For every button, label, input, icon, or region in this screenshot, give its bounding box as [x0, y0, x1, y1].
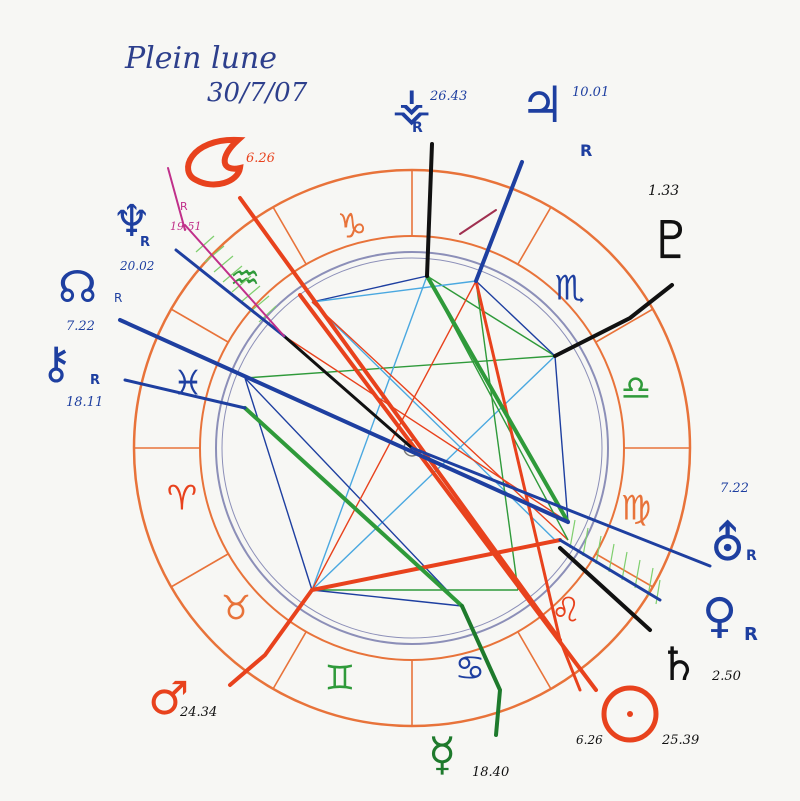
planet-mercury[interactable]: ☿ 18.40	[428, 727, 509, 781]
venus-retro: R	[744, 624, 758, 645]
planet-venus[interactable]: ♀ R 2.50	[702, 588, 758, 684]
venus-icon: ♀	[702, 588, 737, 644]
green-hatch-lower	[569, 519, 661, 605]
node-retro: R	[114, 291, 122, 305]
chiron-degree: 18.11	[66, 395, 103, 410]
planet-chiron[interactable]: ⚷ R 18.11	[40, 338, 103, 410]
sign-cancer: ♋	[455, 649, 485, 689]
venus-degree: 2.50	[711, 669, 741, 684]
vesta-retro: R	[412, 120, 423, 136]
sign-dividers	[134, 170, 690, 726]
uranus-left-degree: 7.22	[66, 319, 95, 334]
neptune-degree: 20.02	[119, 259, 154, 273]
pluto-icon: ♇	[648, 211, 695, 271]
jupiter-icon: ♃	[520, 76, 565, 134]
planet-neptune[interactable]: ♆ R 20.02 19.51 R	[112, 196, 202, 273]
chiron-icon: ⚷	[40, 338, 72, 389]
sign-libra: ♎	[621, 369, 651, 409]
planet-saturn[interactable]: ♄	[658, 637, 699, 691]
node-icon: ☊	[58, 262, 97, 313]
planet-uranus-left[interactable]: ☊ R 7.22	[58, 262, 122, 334]
sun-moon-degree: 6.26	[576, 733, 603, 747]
vesta-icon: ⚶	[392, 77, 431, 131]
sign-gemini: ♊	[325, 659, 355, 699]
sign-aries: ♈	[167, 479, 197, 519]
title-line1: Plein lune	[125, 41, 277, 76]
jupiter-retro: R	[580, 141, 592, 160]
uranus-right-icon: ⛢	[710, 516, 745, 572]
moon-degree: 6.26	[246, 151, 275, 166]
sign-scorpio: ♏	[555, 269, 585, 309]
planet-moon[interactable]: 6.26	[185, 136, 275, 188]
sign-virgo: ♍	[621, 489, 651, 529]
sign-taurus: ♉	[221, 589, 251, 629]
planet-sun[interactable]: 25.39 6.26	[576, 685, 699, 748]
sign-capricorn: ♑	[337, 207, 367, 247]
planet-vesta[interactable]: ⚶ 26.43 R	[392, 77, 467, 136]
neptune-icon: ♆	[112, 196, 151, 247]
mars-degree: 24.34	[179, 705, 217, 720]
neptune-small-retro: R	[180, 200, 188, 213]
title-date: 30/7/07	[207, 78, 308, 108]
neptune-small-degree: 19.51	[170, 220, 202, 233]
jupiter-degree: 10.01	[572, 85, 609, 100]
sun-icon	[601, 685, 659, 743]
thick-aspects	[118, 196, 712, 692]
chart-title: Plein lune 30/7/07	[125, 42, 345, 110]
planet-pointers	[167, 142, 674, 737]
chiron-retro: R	[90, 373, 100, 388]
uranus-right-degree: 7.22	[720, 481, 749, 496]
vesta-degree: 26.43	[429, 89, 467, 104]
saturn-icon: ♄	[658, 637, 699, 691]
inner-ring	[215, 251, 609, 645]
planet-mars[interactable]: ♂ 24.34	[148, 671, 217, 725]
planet-jupiter[interactable]: ♃ 10.01 R	[520, 76, 609, 160]
uranus-right-retro: R	[746, 548, 757, 564]
pluto-degree: 1.33	[648, 183, 679, 199]
moon-icon	[185, 136, 246, 188]
thin-aspects	[244, 275, 569, 607]
inner-ring-2	[221, 257, 603, 639]
mercury-degree: 18.40	[472, 765, 509, 780]
sun-dot	[627, 711, 633, 717]
planet-uranus-right[interactable]: 7.22 ⛢ R	[710, 481, 757, 572]
planet-pluto[interactable]: 1.33 ♇	[648, 183, 695, 271]
neptune-retro: R	[140, 235, 150, 250]
sun-degree: 25.39	[661, 733, 699, 748]
mercury-icon: ☿	[428, 727, 456, 781]
mars-icon: ♂	[148, 671, 189, 725]
